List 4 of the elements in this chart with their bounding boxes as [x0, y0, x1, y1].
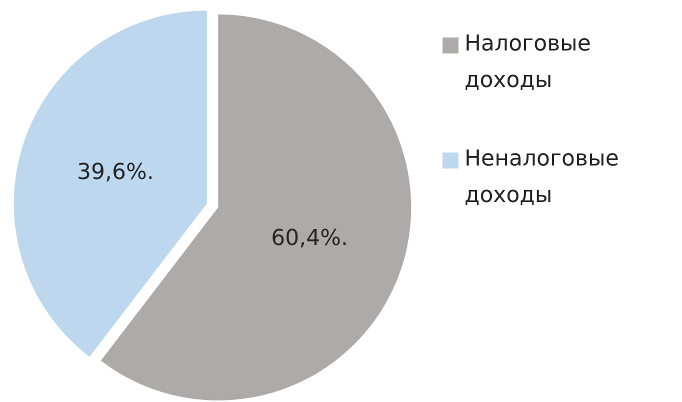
data-label: 60,4%.	[271, 226, 348, 251]
legend-label: Неналоговые доходы	[464, 146, 619, 208]
data-label: 39,6%.	[76, 160, 154, 186]
legend-label: Налоговые доходы	[464, 32, 591, 93]
